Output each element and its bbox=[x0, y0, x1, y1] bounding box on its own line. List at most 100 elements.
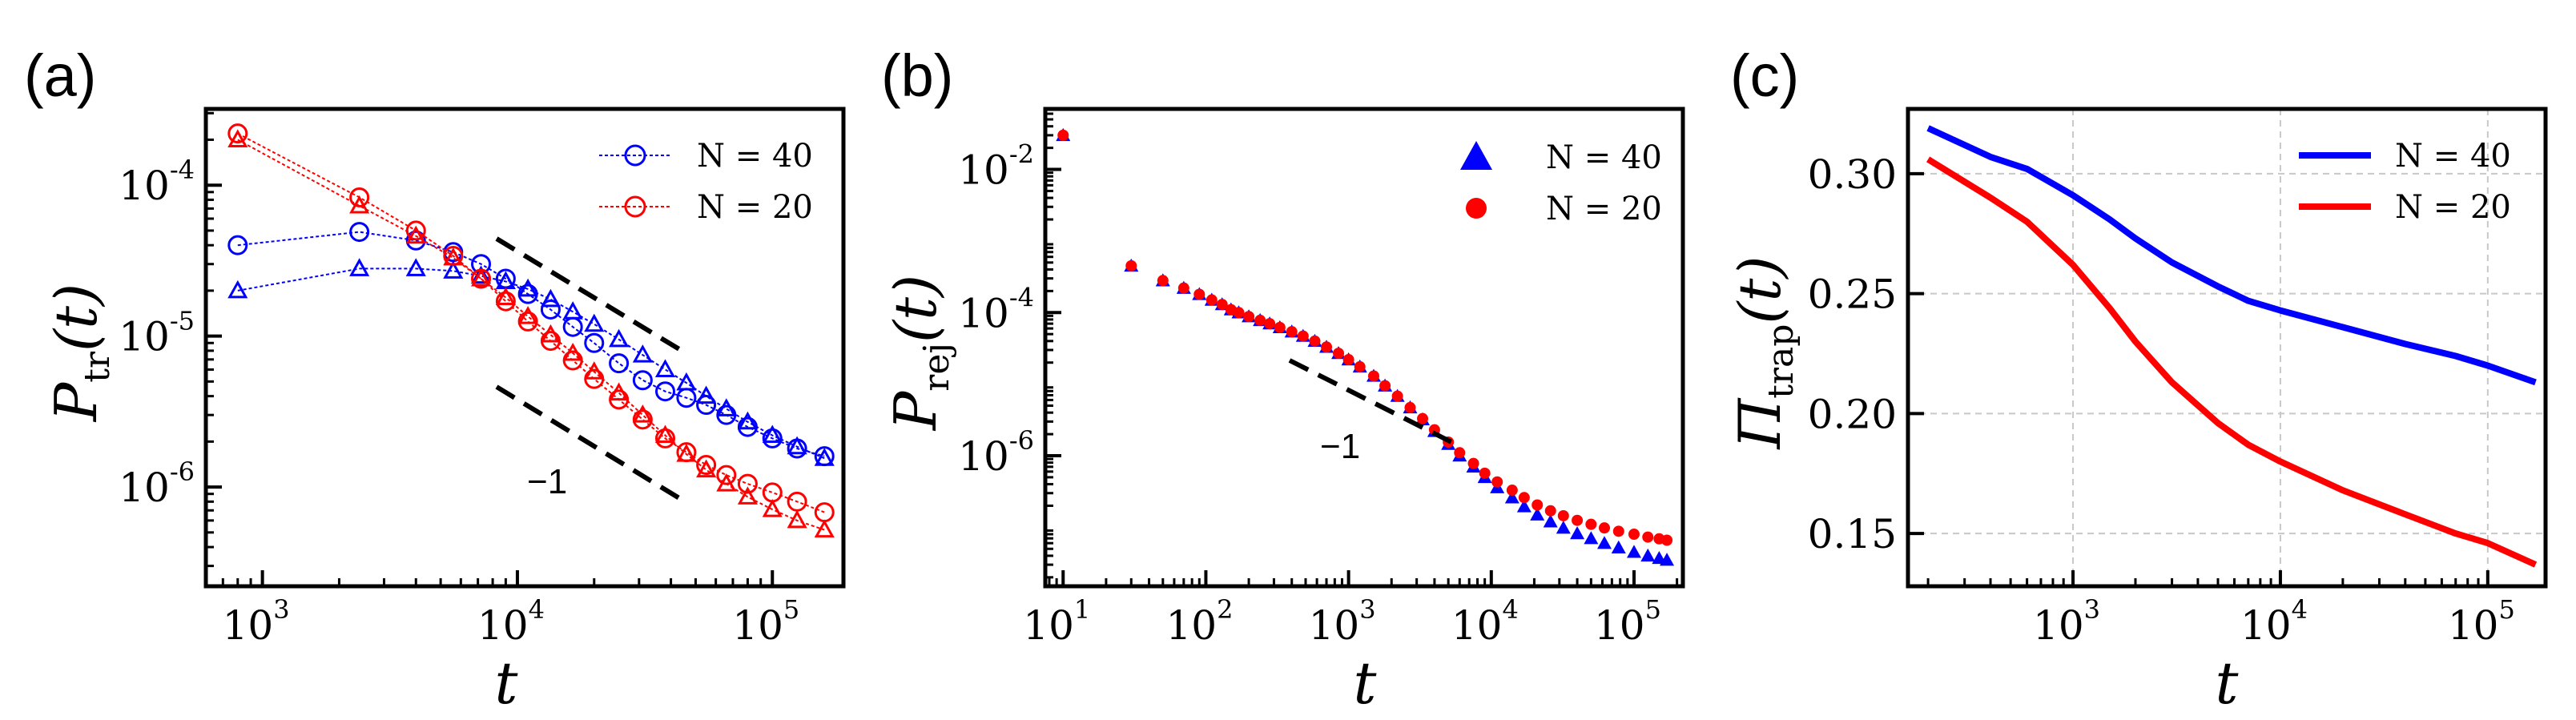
data-point bbox=[762, 499, 783, 517]
data-point bbox=[609, 353, 630, 374]
data-point bbox=[1570, 526, 1585, 540]
data-point bbox=[227, 235, 248, 255]
data-point bbox=[1309, 335, 1321, 347]
data-point bbox=[1342, 354, 1354, 366]
data-point bbox=[495, 287, 516, 306]
data-point bbox=[1286, 326, 1298, 338]
data-point bbox=[517, 278, 538, 297]
y-label-main: P bbox=[42, 381, 110, 423]
data-point bbox=[495, 291, 516, 312]
slope-annotation: −1 bbox=[1320, 427, 1360, 466]
data-point bbox=[1506, 485, 1518, 497]
panel-b-legend: N = 40 N = 20 bbox=[1460, 139, 1662, 227]
data-point bbox=[609, 328, 630, 348]
x-tick-label: 105 bbox=[1594, 594, 1661, 649]
data-point bbox=[1596, 536, 1612, 549]
data-point bbox=[227, 129, 248, 147]
data-point bbox=[762, 482, 783, 503]
data-point bbox=[1572, 514, 1584, 526]
data-point bbox=[676, 372, 697, 391]
y-label-sub: rej bbox=[916, 343, 957, 392]
panel-a-letter: (a) bbox=[24, 42, 96, 109]
data-point bbox=[632, 409, 653, 430]
data-point bbox=[540, 288, 561, 308]
legend-marker-n20 bbox=[1466, 198, 1487, 219]
data-point bbox=[562, 301, 583, 320]
data-point bbox=[787, 436, 807, 455]
panel-c-letter: (c) bbox=[1730, 42, 1799, 109]
data-point bbox=[1584, 531, 1599, 545]
data-point bbox=[1544, 505, 1556, 517]
data-point bbox=[814, 448, 835, 466]
series-connector bbox=[237, 267, 825, 460]
data-point bbox=[1216, 299, 1228, 311]
data-point bbox=[1611, 540, 1626, 553]
data-point bbox=[696, 455, 717, 476]
x-tick-label: 104 bbox=[2240, 594, 2308, 649]
slope-guide-upper bbox=[495, 236, 681, 352]
data-point bbox=[349, 187, 370, 207]
panel-a-legend: N = 40 N = 20 bbox=[599, 138, 813, 226]
series-line bbox=[1926, 125, 2537, 386]
data-point bbox=[470, 267, 492, 287]
series-line bbox=[1926, 156, 2538, 568]
y-tick-label: 10-6 bbox=[958, 425, 1034, 480]
data-point bbox=[517, 284, 538, 304]
y-label-sub: tr bbox=[77, 351, 118, 383]
data-point bbox=[517, 311, 538, 332]
x-tick-label: 103 bbox=[1309, 594, 1376, 649]
y-tick-label: 0.15 bbox=[1808, 511, 1897, 557]
data-point bbox=[696, 459, 717, 478]
legend-label-n40: N = 40 bbox=[2395, 138, 2511, 175]
data-point bbox=[562, 342, 583, 361]
data-point bbox=[737, 486, 758, 505]
data-point bbox=[737, 473, 758, 494]
data-point bbox=[609, 382, 630, 401]
data-point bbox=[1417, 412, 1429, 424]
data-point bbox=[584, 361, 605, 380]
data-point bbox=[227, 280, 248, 299]
data-point bbox=[737, 411, 758, 430]
legend-label-n40: N = 40 bbox=[697, 138, 813, 175]
data-point bbox=[654, 424, 676, 444]
data-point bbox=[814, 502, 835, 523]
panel-b-ticks: 101 102 103 104 105 10-6 10-4 10-2 bbox=[958, 112, 1679, 649]
x-axis-label: t bbox=[1354, 650, 1378, 717]
data-point bbox=[1516, 499, 1532, 513]
data-point bbox=[1368, 370, 1380, 382]
data-point bbox=[632, 404, 653, 423]
data-point bbox=[1333, 348, 1345, 360]
data-point bbox=[405, 230, 426, 251]
y-tick-label: 10-6 bbox=[119, 457, 195, 511]
data-point bbox=[1628, 529, 1640, 541]
y-tick-label: 10-4 bbox=[119, 155, 195, 209]
panel-a-guide-lines bbox=[495, 236, 681, 501]
panel-b-letter: (b) bbox=[881, 42, 953, 109]
x-tick-label: 102 bbox=[1165, 594, 1233, 649]
x-tick-label: 103 bbox=[2033, 594, 2100, 649]
y-axis-label: Prej(t) bbox=[882, 275, 957, 432]
panel-b: (b) −1 101 102 103 104 105 10-6 10-4 10-2 N = 4… bbox=[881, 42, 1685, 717]
x-tick-label: 104 bbox=[477, 594, 545, 649]
data-point bbox=[1157, 275, 1169, 287]
data-point bbox=[1585, 518, 1597, 530]
data-point bbox=[762, 424, 783, 444]
data-point bbox=[1264, 318, 1276, 330]
data-point bbox=[1254, 314, 1266, 326]
panel-c-ticks: 103 104 105 0.15 0.20 0.25 0.30 bbox=[1808, 151, 2515, 649]
data-point bbox=[349, 222, 370, 243]
panel-c-grid bbox=[1908, 109, 2546, 586]
panel-c-frame bbox=[1906, 107, 2548, 589]
series-connector bbox=[237, 231, 825, 457]
y-label-tail: (t) bbox=[42, 284, 110, 352]
data-point bbox=[405, 258, 426, 276]
legend-marker-n20 bbox=[624, 195, 646, 218]
data-point bbox=[1532, 499, 1544, 511]
panel-b-data bbox=[1056, 127, 1675, 566]
data-point bbox=[1243, 311, 1255, 323]
panel-a-ticks: 103 104 105 10-6 10-5 10-4 bbox=[119, 111, 799, 649]
data-point bbox=[1354, 360, 1366, 372]
data-point bbox=[1530, 507, 1545, 521]
data-point bbox=[1379, 380, 1391, 392]
data-point bbox=[349, 195, 370, 214]
